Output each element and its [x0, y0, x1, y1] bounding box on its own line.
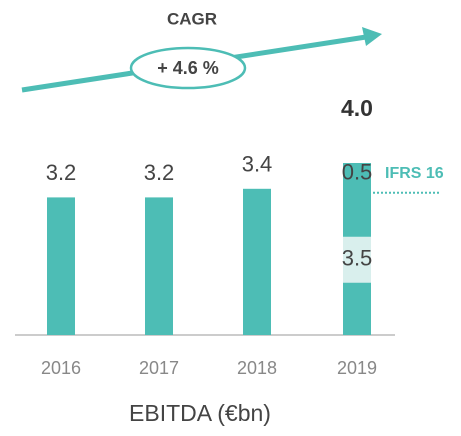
x-tick-label: 2017	[139, 358, 179, 378]
bar	[243, 188, 271, 335]
arrow-head	[362, 27, 382, 46]
cagr-title: CAGR	[167, 9, 217, 28]
value-label: 0.5	[342, 160, 373, 185]
value-label: 3.2	[46, 160, 77, 185]
value-label: 3.2	[144, 160, 175, 185]
label-background	[343, 236, 371, 283]
bar	[343, 163, 371, 185]
x-tick-label: 2018	[237, 358, 277, 378]
cagr-value: + 4.6 %	[157, 58, 219, 78]
value-label: 3.5	[342, 246, 373, 271]
x-axis-title: EBITDA (€bn)	[129, 400, 271, 426]
bar	[145, 197, 173, 335]
x-tick-label: 2016	[41, 358, 81, 378]
total-label: 4.0	[341, 95, 373, 121]
x-tick-label: 2019	[337, 358, 377, 378]
bar	[47, 197, 75, 335]
segment-label: IFRS 16	[385, 165, 444, 182]
value-label: 3.4	[242, 152, 273, 177]
cagr-ellipse	[129, 46, 247, 90]
